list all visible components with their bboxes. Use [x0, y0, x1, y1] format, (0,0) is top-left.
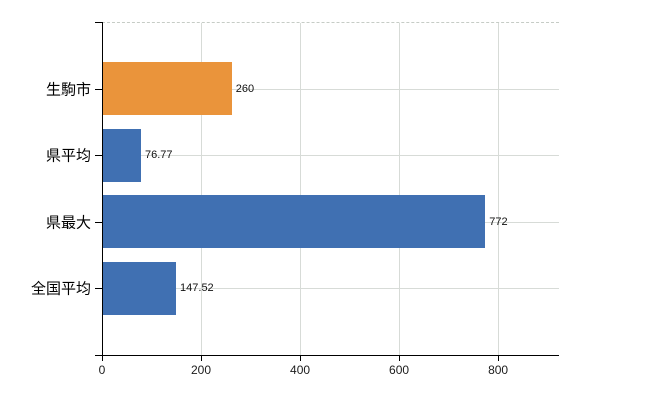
- value-label: 260: [235, 82, 255, 95]
- y-axis-tick: [95, 155, 102, 157]
- y-axis-tick: [95, 88, 102, 90]
- gridline-horizontal: [103, 288, 559, 290]
- bar: [103, 195, 486, 249]
- x-axis-tick: [300, 356, 302, 361]
- gridline-vertical: [498, 23, 500, 355]
- value-label: 147.52: [180, 282, 214, 295]
- gridline-vertical: [399, 23, 401, 355]
- x-axis-tick: [399, 356, 401, 361]
- x-axis-tick: [102, 356, 103, 361]
- y-axis-tick: [95, 288, 102, 290]
- x-axis-tick: [498, 356, 500, 361]
- x-tick-label: 200: [191, 363, 212, 377]
- bar: [103, 128, 141, 182]
- category-label: 県最大: [45, 214, 91, 232]
- y-axis-top-tick: [95, 22, 102, 23]
- bar: [103, 261, 177, 315]
- x-axis-line: [95, 355, 559, 356]
- x-tick-label: 800: [488, 363, 509, 377]
- bar: [103, 62, 232, 116]
- gridline-vertical: [201, 23, 203, 355]
- y-axis-tick: [95, 221, 102, 223]
- x-tick-label: 0: [98, 363, 106, 377]
- plot-area: [102, 22, 559, 355]
- y-axis-line: [102, 22, 103, 356]
- category-label: 生駒市: [45, 81, 91, 99]
- x-tick-label: 600: [389, 363, 410, 377]
- gridline-horizontal: [103, 155, 559, 157]
- category-label: 県平均: [45, 147, 91, 165]
- category-label: 全国平均: [30, 280, 91, 298]
- value-label: 76.77: [145, 149, 173, 162]
- x-axis-tick: [201, 356, 203, 361]
- x-tick-label: 400: [290, 363, 311, 377]
- value-label: 772: [489, 215, 508, 228]
- gridline-vertical: [300, 23, 302, 355]
- gridline-horizontal: [103, 88, 559, 90]
